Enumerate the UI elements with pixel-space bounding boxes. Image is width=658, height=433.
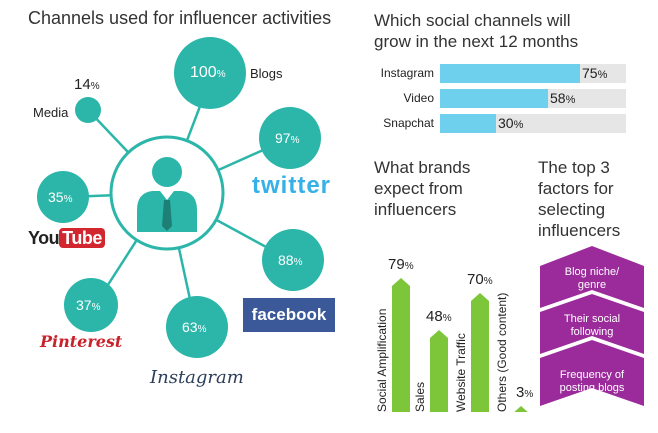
expect-title-line: influencers [374, 200, 457, 219]
node-blogs-label: Blogs [250, 66, 283, 81]
node-blogs [174, 37, 246, 109]
factors-title-line: selecting [538, 200, 606, 219]
factor-2-line: following [570, 326, 614, 338]
factors-title-line: The top 3 [538, 158, 610, 177]
expect-title-line: expect from [374, 179, 463, 198]
factors-chevrons [540, 246, 644, 406]
node-twitter [259, 107, 321, 169]
expect-chart: 79% Social Amplification 48% Sales 70% Websit… [370, 222, 535, 412]
node-instagram-value: 63% [182, 319, 207, 335]
hub-diagram [37, 37, 324, 358]
factor-2: Their social following [550, 313, 634, 339]
expect-title: What brands expect from influencers [374, 157, 470, 220]
expect-bar [430, 330, 448, 412]
node-media [75, 97, 101, 123]
expect-bar-label: Others (Good content) [495, 292, 509, 412]
node-twitter-value: 97% [275, 130, 300, 146]
youtube-logo: You Tube [28, 228, 105, 249]
expect-bars-svg [392, 278, 530, 412]
twitter-logo: twitter [252, 172, 331, 199]
factors-title-line: influencers [538, 221, 621, 240]
growth-title: Which social channels will grow in the n… [374, 10, 578, 52]
facebook-logo: facebook [243, 298, 335, 332]
expect-bar-value: 70% [467, 271, 493, 288]
node-youtube-value: 35% [48, 189, 73, 205]
factor-2-line: Their social [563, 313, 621, 325]
growth-bar-label: Instagram [380, 66, 434, 80]
growth-title-line: Which social channels will [374, 11, 571, 30]
growth-bar [440, 64, 580, 83]
instagram-logo: Instagram [150, 367, 244, 388]
expect-bar-value: 48% [426, 308, 452, 325]
factors-title: The top 3 factors for selecting influenc… [538, 157, 620, 241]
factor-chevron-2 [540, 294, 644, 354]
node-media-label: Media [33, 105, 69, 120]
expect-bar-value: 79% [388, 256, 414, 273]
growth-chart: Instagram 75% Video 58% Snapchat 30% [372, 64, 632, 140]
node-instagram [166, 296, 228, 358]
expect-title-line: What brands [374, 158, 471, 177]
growth-bar [440, 114, 496, 133]
expect-bar-label: Social Amplification [375, 308, 389, 412]
factor-3-line: Frequency of [559, 369, 625, 381]
node-facebook [262, 229, 324, 291]
node-facebook-value: 88% [278, 252, 303, 268]
factor-chevron-1 [540, 246, 644, 308]
factor-1: Blog niche/ genre [550, 266, 634, 292]
person-icon [137, 157, 197, 232]
pinterest-logo: Pinterest [40, 332, 123, 351]
growth-bar-label: Snapchat [383, 116, 434, 130]
growth-bar-label: Video [403, 91, 434, 105]
growth-bar-value: 30% [498, 115, 524, 131]
expect-bar [512, 406, 530, 412]
node-media-value: 14% [74, 76, 100, 93]
node-blogs-value: 100% [190, 64, 226, 81]
expect-bar-value: 3% [516, 384, 534, 401]
factor-chevron-3 [540, 340, 644, 406]
factor-3: Frequency of posting blogs [550, 369, 634, 395]
expect-bar-label: Sales [413, 381, 427, 412]
expect-bar [471, 293, 489, 412]
expect-bar [392, 278, 410, 412]
channels-title: Channels used for influencer activities [28, 8, 332, 28]
growth-bar-value: 75% [582, 65, 608, 81]
growth-bar [440, 89, 548, 108]
factor-3-line: posting blogs [559, 382, 625, 394]
node-pinterest [64, 278, 118, 332]
growth-title-line: grow in the next 12 months [374, 32, 579, 51]
factors-title-line: factors for [538, 179, 614, 198]
node-pinterest-value: 37% [76, 297, 101, 313]
node-youtube [37, 171, 89, 223]
factor-1-line: genre [577, 279, 607, 291]
expect-bar-label: Website Traffic [454, 333, 468, 412]
growth-bar-value: 58% [550, 90, 576, 106]
factor-1-line: Blog niche/ [564, 266, 620, 278]
